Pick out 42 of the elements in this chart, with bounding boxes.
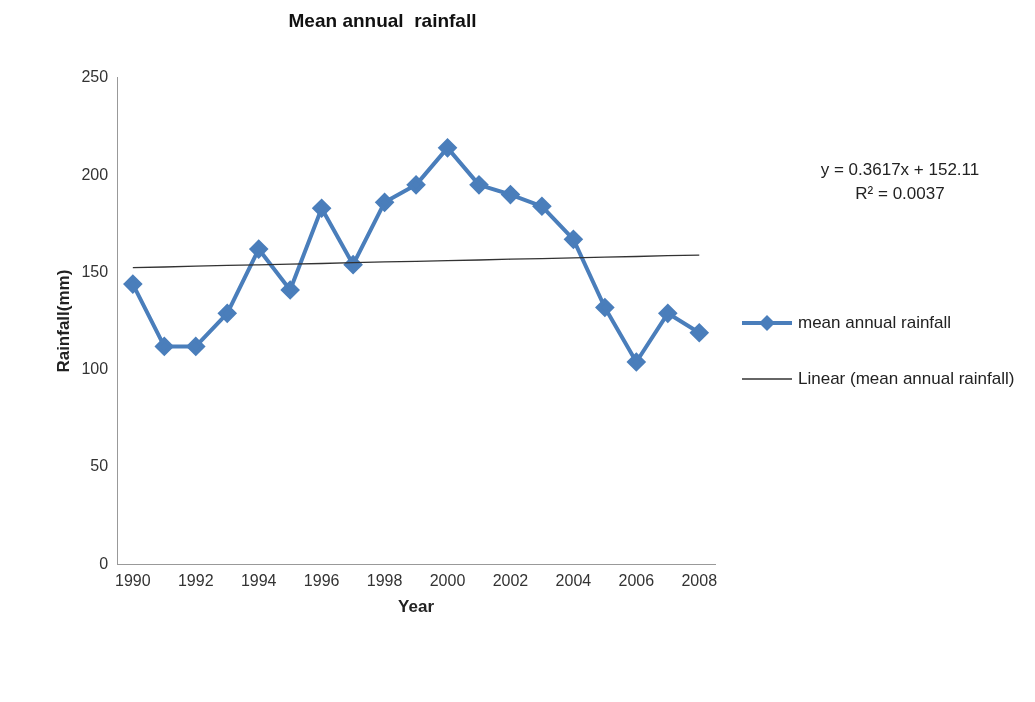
text: R² = 0.0037 [854, 183, 946, 205]
point [155, 337, 174, 356]
point [407, 175, 426, 194]
point [249, 240, 268, 259]
point [690, 323, 709, 342]
point [501, 185, 520, 204]
point [375, 193, 394, 212]
point [564, 230, 583, 249]
text: y = 0.3617x + 152.11 [819, 159, 981, 181]
y-tick-label: 200 [81, 165, 109, 183]
y-tick-label: 50 [90, 457, 109, 475]
legend-label: Linear (mean annual rainfall) [798, 368, 1015, 390]
x-tick-label: 2006 [618, 572, 655, 590]
legend-label: mean annual rainfall [798, 312, 952, 334]
x-tick-label: 2008 [681, 572, 718, 590]
x-tick-label: 1996 [303, 572, 340, 590]
point [627, 352, 646, 371]
point [123, 275, 142, 294]
point [532, 197, 551, 216]
x-axis-title: Year [398, 597, 435, 617]
y-axis-title: Rainfall(mm) [53, 269, 73, 373]
point [218, 304, 237, 323]
y-tick-label: 250 [81, 68, 109, 86]
point [438, 138, 457, 157]
x-tick-label: 2004 [555, 572, 592, 590]
x-tick-label: 1994 [240, 572, 277, 590]
point [186, 337, 205, 356]
point [281, 280, 300, 299]
y-tick-label: 150 [81, 262, 109, 280]
y-tick-label: 100 [81, 360, 109, 378]
point [658, 304, 677, 323]
x-tick-label: 1998 [366, 572, 403, 590]
point [595, 298, 614, 317]
x-tick-label: 1992 [177, 572, 214, 590]
point [312, 199, 331, 218]
x-tick-label: 2000 [429, 572, 466, 590]
chart-title: Mean annual rainfall [288, 9, 477, 31]
x-tick-label: 2002 [492, 572, 529, 590]
y-tick-label: 0 [99, 554, 109, 572]
point [469, 175, 488, 194]
x-tick-label: 1990 [115, 572, 151, 590]
point [344, 255, 363, 274]
